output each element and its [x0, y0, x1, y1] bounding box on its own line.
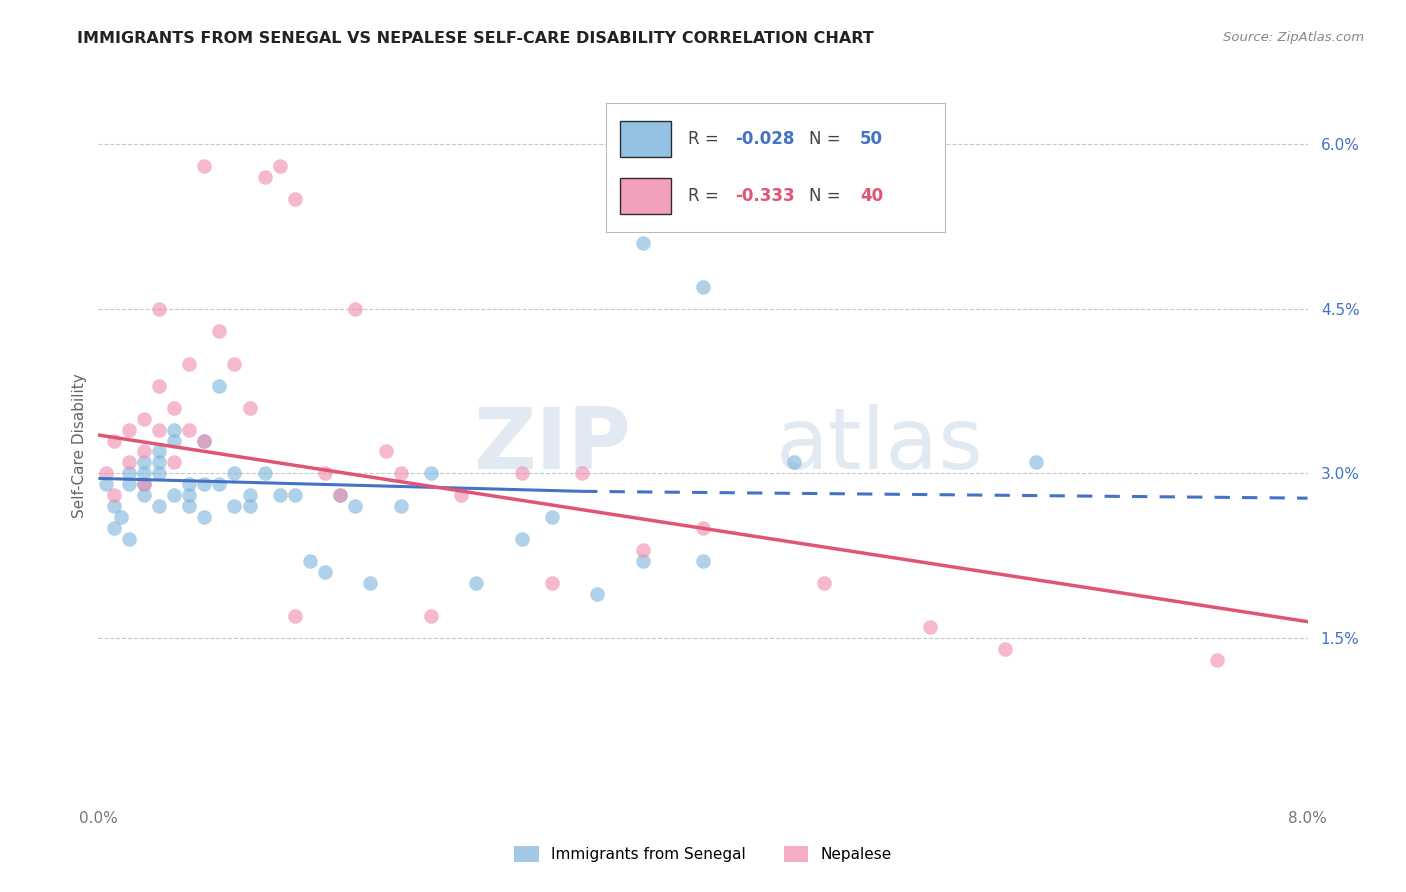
Text: atlas: atlas [776, 404, 984, 488]
Point [389, 500, 412, 514]
Legend: Immigrants from Senegal, Nepalese: Immigrants from Senegal, Nepalese [508, 840, 898, 868]
Point [193, 159, 215, 173]
Point [329, 488, 352, 502]
Point [631, 235, 654, 250]
Point [571, 467, 593, 481]
Text: ZIP: ZIP [472, 404, 630, 488]
Point [239, 488, 262, 502]
Point [299, 554, 322, 568]
Point [132, 467, 155, 481]
Point [540, 510, 562, 524]
Point [224, 500, 246, 514]
Point [163, 423, 186, 437]
Point [692, 280, 714, 294]
Point [148, 444, 170, 458]
Point [1206, 653, 1229, 667]
Point [284, 488, 307, 502]
Point [208, 324, 231, 338]
Point [118, 477, 141, 491]
Point [586, 587, 609, 601]
Point [110, 510, 132, 524]
Point [374, 444, 396, 458]
Point [193, 510, 215, 524]
Point [994, 642, 1017, 657]
Point [344, 301, 367, 316]
Point [132, 411, 155, 425]
Point [208, 378, 231, 392]
Point [118, 533, 141, 547]
Point [103, 521, 125, 535]
Point [692, 521, 714, 535]
Point [148, 467, 170, 481]
Point [132, 488, 155, 502]
Text: IMMIGRANTS FROM SENEGAL VS NEPALESE SELF-CARE DISABILITY CORRELATION CHART: IMMIGRANTS FROM SENEGAL VS NEPALESE SELF… [77, 31, 875, 46]
Point [132, 477, 155, 491]
Point [179, 500, 201, 514]
Point [94, 467, 117, 481]
Point [118, 467, 141, 481]
Point [193, 477, 215, 491]
Point [253, 169, 276, 184]
Point [132, 455, 155, 469]
Point [284, 609, 307, 624]
Point [193, 434, 215, 448]
Point [813, 576, 835, 591]
Point [224, 357, 246, 371]
Point [510, 533, 533, 547]
Point [918, 620, 941, 634]
Point [103, 488, 125, 502]
Point [132, 444, 155, 458]
Point [118, 423, 141, 437]
Point [132, 477, 155, 491]
Point [344, 500, 367, 514]
Point [692, 554, 714, 568]
Point [450, 488, 472, 502]
Point [179, 423, 201, 437]
Point [239, 401, 262, 415]
Y-axis label: Self-Care Disability: Self-Care Disability [72, 374, 87, 518]
Point [103, 500, 125, 514]
Point [179, 477, 201, 491]
Point [284, 192, 307, 206]
Point [224, 467, 246, 481]
Point [179, 488, 201, 502]
Point [631, 543, 654, 558]
Point [253, 467, 276, 481]
Point [269, 488, 291, 502]
Point [208, 477, 231, 491]
Point [465, 576, 488, 591]
Point [148, 500, 170, 514]
Point [631, 554, 654, 568]
Point [783, 455, 806, 469]
Point [118, 455, 141, 469]
Point [163, 488, 186, 502]
Point [148, 378, 170, 392]
Point [163, 434, 186, 448]
Point [179, 357, 201, 371]
Point [148, 301, 170, 316]
Point [193, 434, 215, 448]
Point [540, 576, 562, 591]
Point [360, 576, 382, 591]
Point [420, 609, 443, 624]
Point [1025, 455, 1047, 469]
Point [510, 467, 533, 481]
Point [103, 434, 125, 448]
Point [94, 477, 117, 491]
Text: Source: ZipAtlas.com: Source: ZipAtlas.com [1223, 31, 1364, 45]
Point [239, 500, 262, 514]
Point [314, 467, 336, 481]
Point [420, 467, 443, 481]
Point [163, 401, 186, 415]
Point [389, 467, 412, 481]
Point [329, 488, 352, 502]
Point [148, 423, 170, 437]
Point [314, 566, 336, 580]
Point [163, 455, 186, 469]
Point [269, 159, 291, 173]
Point [148, 455, 170, 469]
